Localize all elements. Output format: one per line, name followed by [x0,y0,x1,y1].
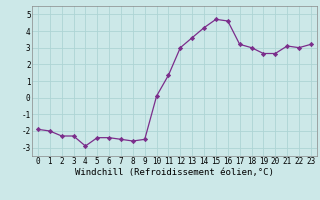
X-axis label: Windchill (Refroidissement éolien,°C): Windchill (Refroidissement éolien,°C) [75,168,274,177]
